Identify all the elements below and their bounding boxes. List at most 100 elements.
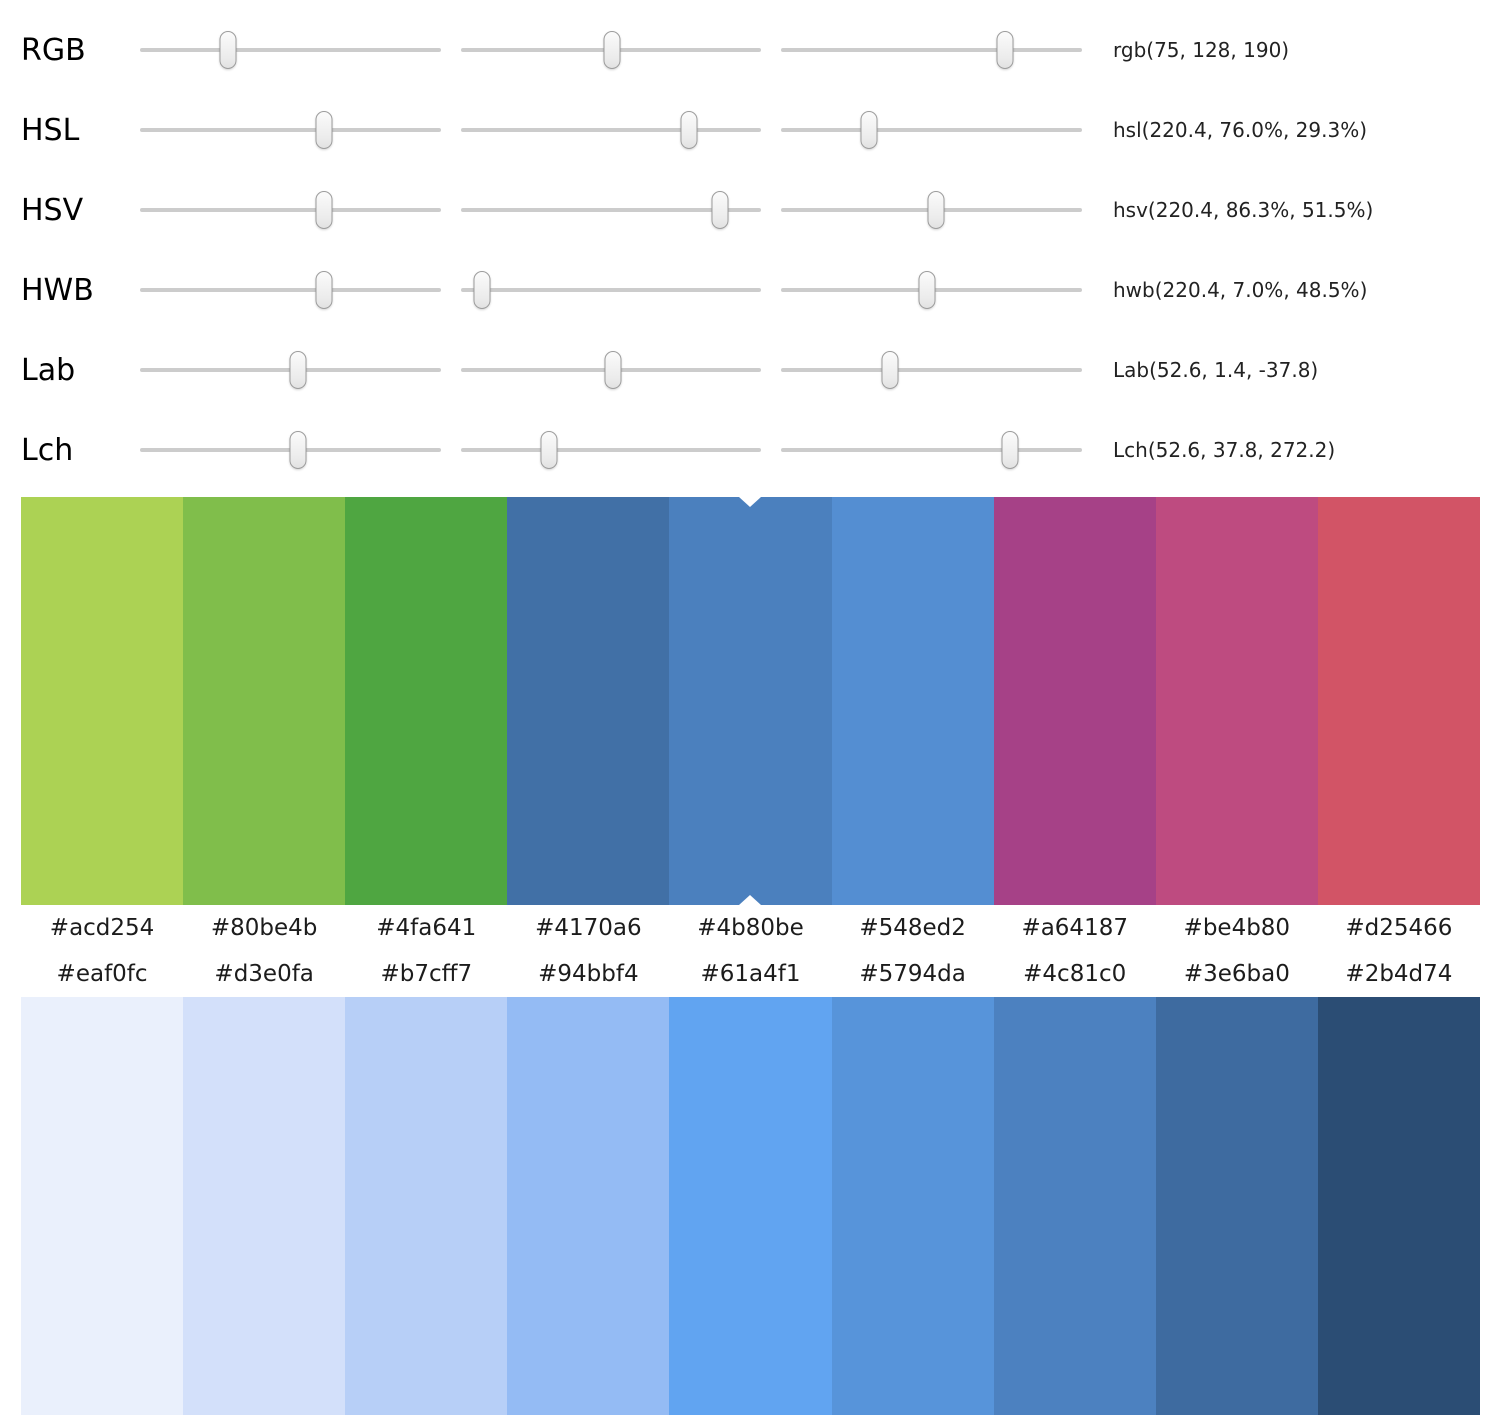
hwb-h-thumb[interactable] [315,271,333,309]
hue-swatch-hex-label: #4b80be [697,915,804,941]
tint-swatch[interactable] [21,997,184,1415]
lab-tracks [140,348,1082,392]
tint-swatch-hex-label: #3e6ba0 [1183,961,1290,987]
hsv-v-track[interactable] [781,188,1082,232]
lch-h-thumb[interactable] [1001,431,1019,469]
hue-swatch-hex-label: #d25466 [1345,915,1453,941]
hsv-v-thumb[interactable] [927,191,945,229]
hue-swatch[interactable] [1155,497,1318,905]
lch-tracks [140,428,1082,472]
hsl-l-thumb[interactable] [860,111,878,149]
slider-row-rgb: RGB rgb(75, 128, 190) [0,10,1501,90]
lab-b-track[interactable] [781,348,1082,392]
tint-swatch-hex-label: #61a4f1 [700,961,801,987]
lab-b-thumb[interactable] [881,351,899,389]
tint-swatch[interactable] [345,997,508,1415]
hwb-w-thumb[interactable] [473,271,491,309]
lab-a-thumb[interactable] [604,351,621,389]
hue-swatch[interactable] [1317,497,1480,905]
hue-swatch[interactable] [345,497,508,905]
rgb-b-track[interactable] [781,28,1082,72]
hsv-s-track[interactable] [460,188,762,232]
tint-hex-labels: #eaf0fc #d3e0fa #b7cff7 #94bbf4 #61a4f1 … [21,951,1480,997]
hsl-l-track[interactable] [781,108,1082,152]
rgb-tracks [140,28,1082,72]
slider-row-label-hwb: HWB [21,272,94,308]
hue-swatch[interactable] [507,497,670,905]
tint-swatch-hex-label: #5794da [859,961,966,987]
hsv-h-thumb[interactable] [315,191,333,229]
lch-h-track[interactable] [781,428,1082,472]
lch-c-thumb[interactable] [540,431,558,469]
rgb-g-thumb[interactable] [603,31,621,69]
hue-swatch[interactable] [21,497,184,905]
hsl-h-thumb[interactable] [315,111,333,149]
tint-swatch-hex-label: #2b4d74 [1345,961,1453,987]
rgb-r-thumb[interactable] [219,31,237,69]
tint-palette [21,997,1480,1415]
lab-value-text: Lab(52.6, 1.4, -37.8) [1113,358,1319,382]
lab-l-thumb[interactable] [289,351,307,389]
lch-l-track[interactable] [140,428,441,472]
hsv-tracks [140,188,1082,232]
tint-swatch[interactable] [183,997,346,1415]
rgb-r-track[interactable] [140,28,441,72]
rgb-b-thumb[interactable] [996,31,1014,69]
hue-swatch-hex-label: #4fa641 [376,915,477,941]
hue-swatch-hex-label: #be4b80 [1183,915,1291,941]
hue-swatch-hex-label: #548ed2 [859,915,966,941]
tint-swatch[interactable] [507,997,670,1415]
hsl-s-track[interactable] [460,108,762,152]
hsl-tracks [140,108,1082,152]
hwb-b-thumb[interactable] [918,271,936,309]
slider-row-lch: Lch Lch(52.6, 37.8, 272.2) [0,410,1501,490]
tint-swatch-hex-label: #4c81c0 [1023,961,1127,987]
hue-swatch-hex-label: #80be4b [210,915,318,941]
lch-c-track[interactable] [460,428,762,472]
hue-swatch[interactable] [669,497,832,905]
rgb-value-text: rgb(75, 128, 190) [1113,38,1290,62]
lch-value-text: Lch(52.6, 37.8, 272.2) [1113,438,1336,462]
tint-swatch[interactable] [993,997,1156,1415]
hsv-s-thumb[interactable] [711,191,729,229]
slider-row-label-hsv: HSV [21,192,84,228]
tint-swatch-hex-label: #d3e0fa [214,961,314,987]
slider-row-hsl: HSL hsl(220.4, 76.0%, 29.3%) [0,90,1501,170]
hue-swatch-hex-label: #4170a6 [535,915,642,941]
slider-row-hsv: HSV hsv(220.4, 86.3%, 51.5%) [0,170,1501,250]
slider-panel: RGB rgb(75, 128, 190) HSL hsl(220.4, 76.… [0,0,1501,490]
tint-swatch[interactable] [831,997,994,1415]
slider-row-label-lch: Lch [21,432,74,468]
hsv-value-text: hsv(220.4, 86.3%, 51.5%) [1113,198,1374,222]
palette-section: #acd254 #80be4b #4fa641 #4170a6 #4b80be … [0,497,1501,1415]
slider-row-label-lab: Lab [21,352,76,388]
slider-row-hwb: HWB hwb(220.4, 7.0%, 48.5%) [0,250,1501,330]
hwb-h-track[interactable] [140,268,441,312]
hue-hex-labels: #acd254 #80be4b #4fa641 #4170a6 #4b80be … [21,905,1480,951]
rgb-g-track[interactable] [460,28,762,72]
hue-swatch[interactable] [831,497,994,905]
hue-swatch[interactable] [993,497,1156,905]
hue-swatch-hex-label: #acd254 [49,915,155,941]
slider-row-label-rgb: RGB [21,32,86,68]
hsl-h-track[interactable] [140,108,441,152]
tint-swatch[interactable] [1155,997,1318,1415]
hwb-b-track[interactable] [781,268,1082,312]
tint-swatch-hex-label: #eaf0fc [56,961,148,987]
tint-swatch-hex-label: #94bbf4 [538,961,639,987]
hue-swatch-hex-label: #a64187 [1021,915,1128,941]
tint-swatch[interactable] [1317,997,1480,1415]
tint-swatch[interactable] [669,997,832,1415]
hsl-s-thumb[interactable] [680,111,698,149]
lab-l-track[interactable] [140,348,441,392]
lch-l-thumb[interactable] [289,431,307,469]
hsv-h-track[interactable] [140,188,441,232]
slider-row-label-hsl: HSL [21,112,80,148]
hue-swatch[interactable] [183,497,346,905]
slider-row-lab: Lab Lab(52.6, 1.4, -37.8) [0,330,1501,410]
lab-a-track[interactable] [460,348,762,392]
hue-palette [21,497,1480,905]
tint-swatch-hex-label: #b7cff7 [380,961,473,987]
hwb-w-track[interactable] [460,268,762,312]
